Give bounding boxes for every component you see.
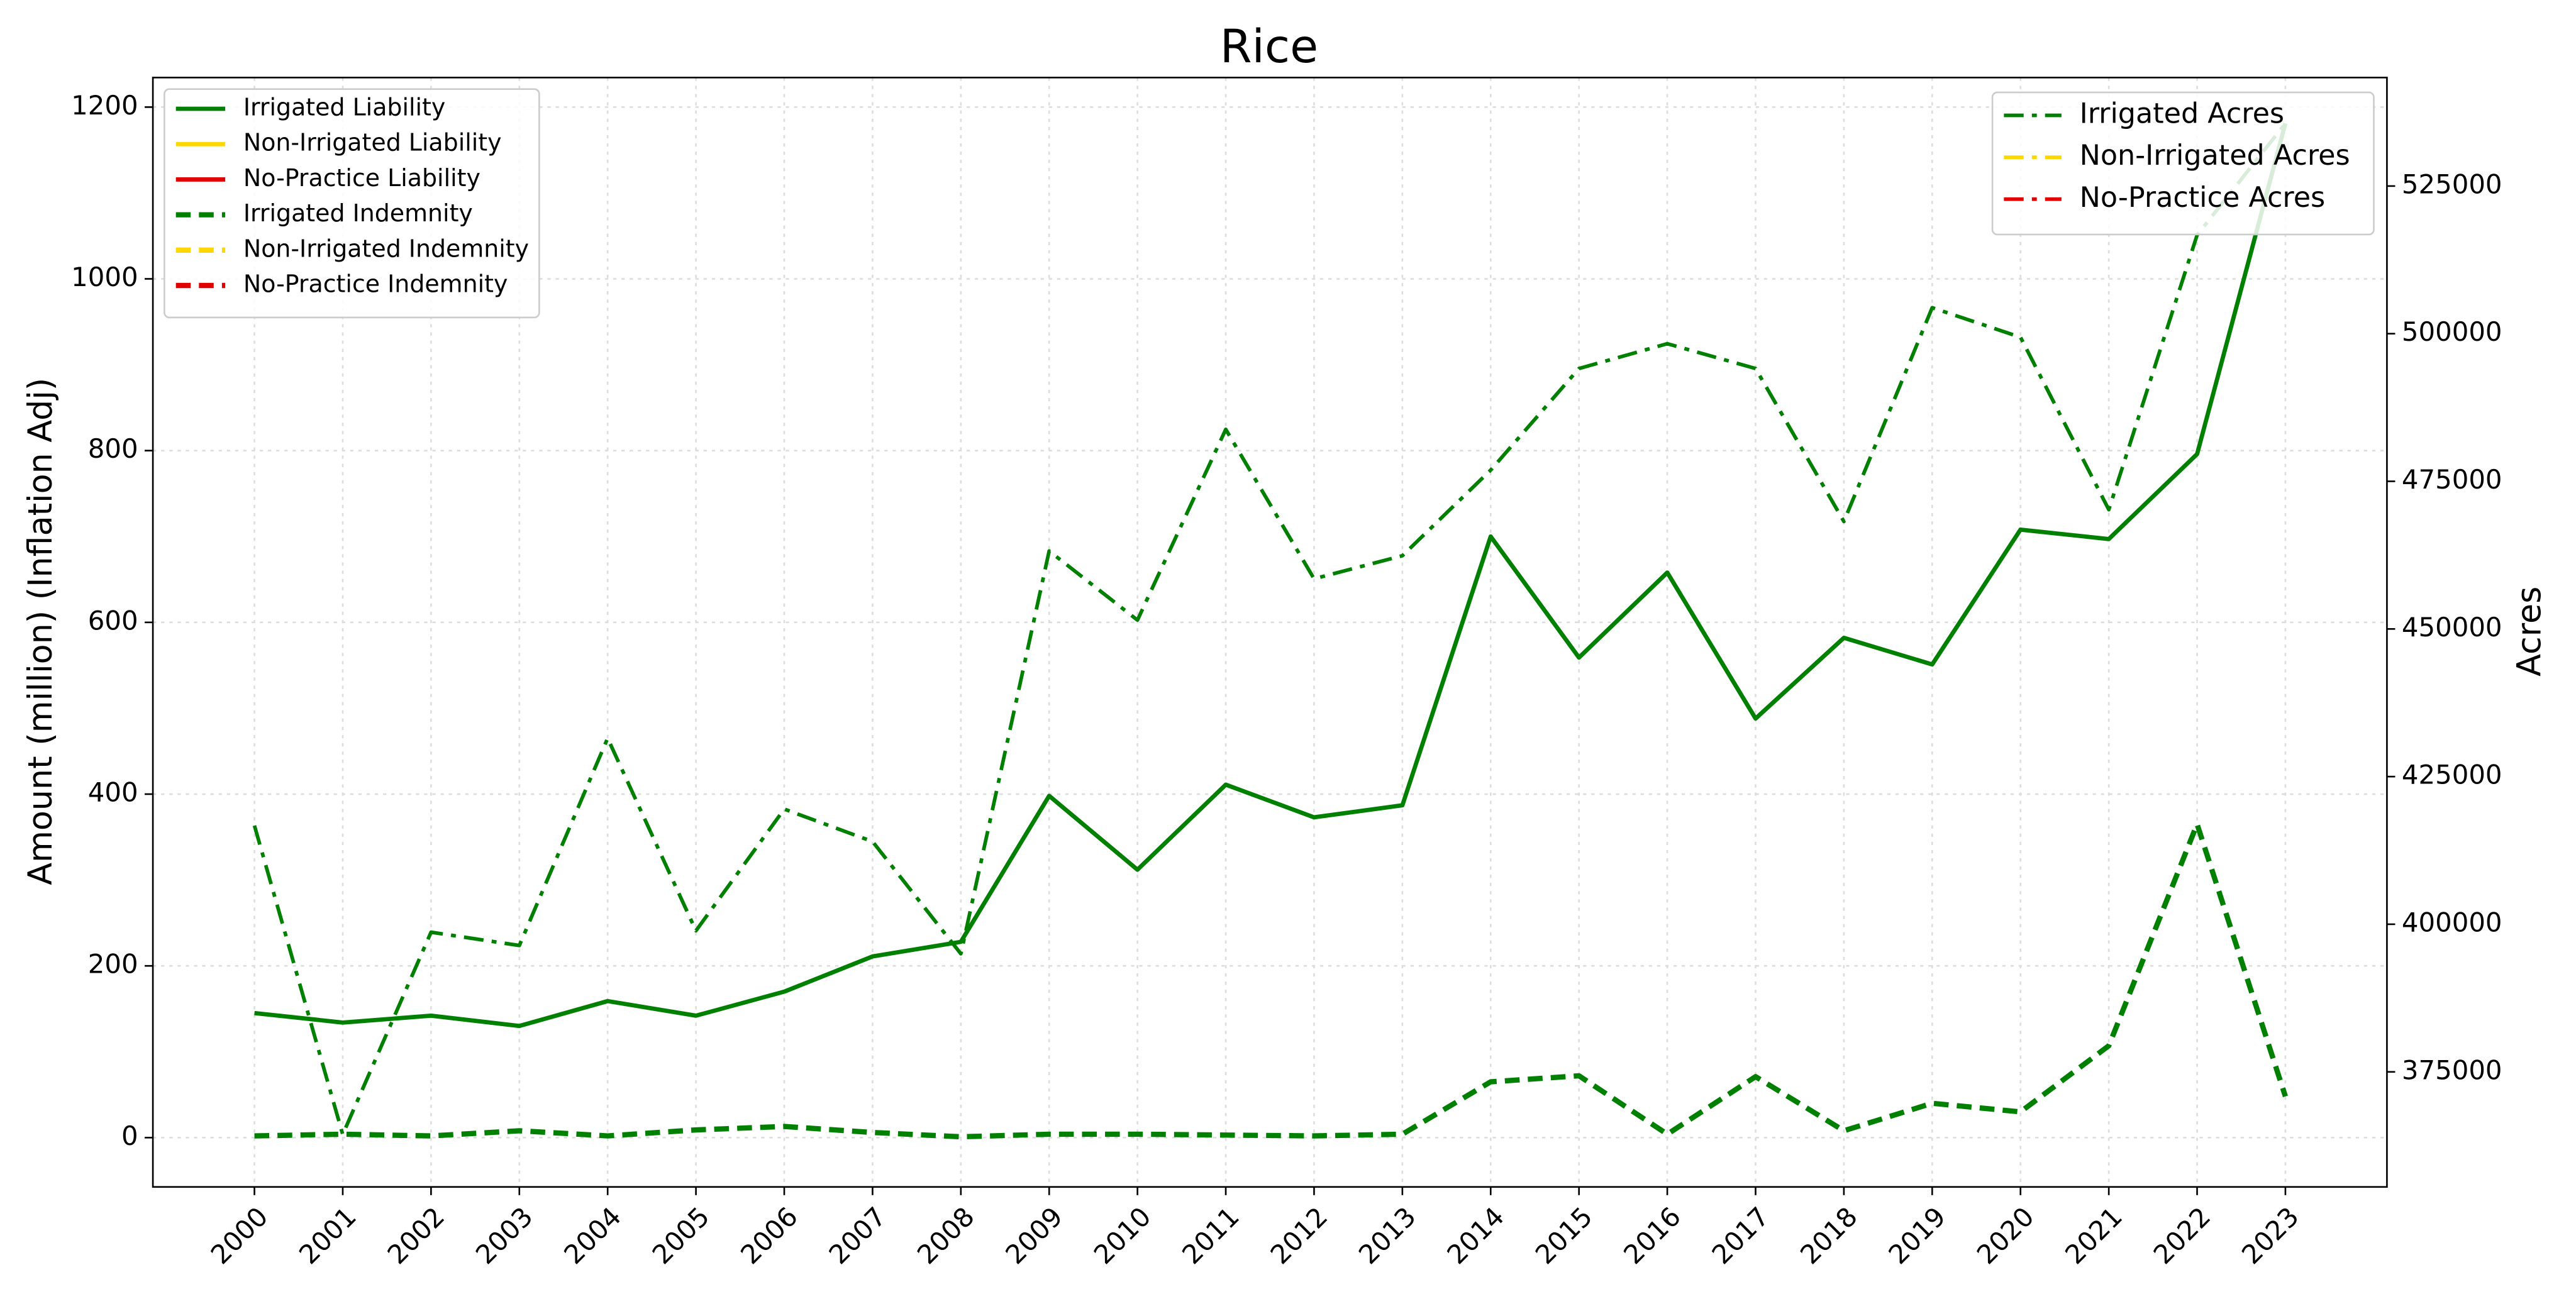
x-tick-label: 2023 — [2236, 1201, 2305, 1270]
legend: Irrigated Acres Non-Irrigated Acres No-Pra… — [1991, 91, 2375, 236]
y-tick-label: 800 — [88, 433, 138, 464]
y-tick-label: 1200 — [71, 90, 138, 121]
x-tick-label: 2015 — [1530, 1201, 1599, 1270]
x-tick-label: 2001 — [293, 1201, 362, 1270]
x-tick-label: 2021 — [2059, 1201, 2128, 1270]
y2-tick-label: 525000 — [2402, 169, 2502, 199]
legend-label: No-Practice Indemnity — [243, 270, 508, 298]
x-tick-label: 2000 — [205, 1201, 274, 1270]
legend-label: Non-Irrigated Liability — [243, 129, 502, 157]
legend-label: Irrigated Acres — [2080, 97, 2284, 130]
x-tick-label: 2019 — [1882, 1201, 1951, 1270]
y2-tick-label: 500000 — [2402, 316, 2502, 347]
legend-label: Non-Irrigated Indemnity — [243, 235, 529, 262]
y-axis-label: Amount (million) (Inflation Adj) — [21, 378, 60, 885]
y-tick-label: 600 — [88, 605, 138, 636]
x-tick-label: 2020 — [1971, 1201, 2040, 1270]
y-tick-label: 1000 — [71, 262, 138, 292]
y2-tick-label: 475000 — [2402, 464, 2502, 495]
y-tick-label: 400 — [88, 777, 138, 808]
x-tick-label: 2003 — [470, 1201, 539, 1270]
data-line — [254, 821, 2288, 1140]
chart-title: Rice — [1220, 20, 1318, 74]
x-tick-label: 2007 — [823, 1201, 892, 1270]
legend-frame — [164, 88, 540, 319]
x-tick-label: 2009 — [999, 1201, 1069, 1270]
x-tick-label: 2008 — [911, 1201, 980, 1270]
x-tick-label: 2017 — [1706, 1201, 1775, 1270]
y-tick-label: 0 — [121, 1120, 138, 1151]
x-tick-label: 2022 — [2148, 1201, 2217, 1270]
x-tick-label: 2011 — [1176, 1201, 1245, 1270]
y2-tick-label: 425000 — [2402, 760, 2502, 790]
plot-frame — [152, 77, 2388, 1188]
y2-tick-label: 450000 — [2402, 612, 2502, 643]
legend: Irrigated Liability Non-Irrigated Liabili… — [164, 88, 540, 319]
legend-label: Non-Irrigated Acres — [2080, 140, 2350, 172]
data-line — [252, 122, 2287, 1137]
x-tick-label: 2012 — [1264, 1201, 1333, 1270]
x-tick-label: 2006 — [735, 1201, 804, 1270]
legend-label: No-Practice Liability — [243, 164, 480, 192]
legend-frame — [1991, 91, 2375, 236]
y-tick-label: 200 — [88, 949, 138, 980]
x-tick-label: 2010 — [1088, 1201, 1157, 1270]
legend-label: Irrigated Liability — [243, 94, 445, 121]
data-line — [254, 123, 2288, 1029]
y2-tick-label: 400000 — [2402, 907, 2502, 937]
x-tick-label: 2014 — [1441, 1201, 1510, 1270]
x-tick-label: 2005 — [647, 1201, 716, 1270]
x-tick-label: 2004 — [558, 1201, 627, 1270]
x-tick-label: 2016 — [1618, 1201, 1687, 1270]
x-tick-label: 2013 — [1353, 1201, 1422, 1270]
y2-axis-label: Acres — [2510, 587, 2548, 677]
x-tick-label: 2018 — [1794, 1201, 1863, 1270]
x-tick-label: 2002 — [381, 1201, 450, 1270]
legend-label: Irrigated Indemnity — [243, 199, 473, 227]
y2-tick-label: 375000 — [2402, 1054, 2502, 1085]
legend-label: No-Practice Acres — [2080, 182, 2326, 214]
